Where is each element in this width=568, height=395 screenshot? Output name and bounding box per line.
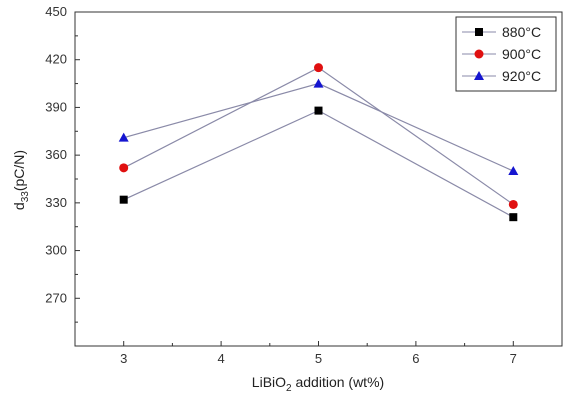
- legend-marker-880: [475, 28, 483, 36]
- legend-marker-900: [474, 49, 484, 59]
- legend: 880°C 900°C 920°C: [455, 16, 557, 92]
- legend-box: [455, 16, 557, 92]
- y-axis-title: d33(pC/N): [11, 150, 31, 210]
- data-point: [314, 106, 323, 115]
- y-tick-label: 330: [45, 195, 67, 210]
- y-tick-label: 270: [45, 290, 67, 305]
- legend-marker-920: [474, 71, 484, 80]
- data-point: [118, 132, 129, 142]
- y-tick-label: 420: [45, 52, 67, 67]
- x-tick-label: 6: [412, 351, 419, 366]
- y-tick-label: 450: [45, 4, 67, 19]
- data-point: [313, 78, 324, 88]
- data-point: [508, 199, 518, 209]
- y-tick-label: 360: [45, 147, 67, 162]
- data-point: [119, 195, 128, 204]
- x-tick-label: 4: [217, 351, 224, 366]
- data-point: [508, 166, 519, 176]
- data-point: [314, 63, 323, 73]
- x-axis-title: LiBiO2 addition (wt%): [252, 374, 384, 394]
- legend-label-880: 880°C: [502, 24, 541, 40]
- y-tick-label: 300: [45, 243, 67, 258]
- legend-label-920: 920°C: [502, 68, 541, 84]
- x-tick-label: 5: [315, 351, 322, 366]
- data-point: [119, 163, 129, 173]
- y-tick-label: 390: [45, 99, 67, 114]
- x-tick-label: 3: [120, 351, 127, 366]
- legend-label-900: 900°C: [502, 46, 541, 62]
- x-tick-label: 7: [510, 351, 517, 366]
- data-point: [509, 213, 518, 222]
